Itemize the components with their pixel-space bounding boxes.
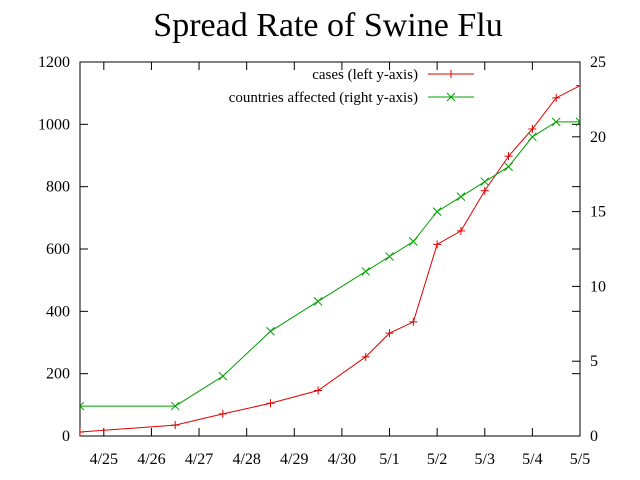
countries-point <box>456 192 466 201</box>
cases-point <box>528 125 537 134</box>
countries-point <box>432 207 442 216</box>
cases-point <box>576 81 580 90</box>
countries-point <box>361 267 371 276</box>
y-right-tick-label: 15 <box>590 204 606 221</box>
cases-point <box>385 329 394 338</box>
countries-point <box>80 401 85 411</box>
cases-point <box>218 409 227 418</box>
cases-point <box>314 386 323 395</box>
x-tick-label: 5/3 <box>475 451 495 468</box>
countries-point <box>480 177 490 187</box>
plot-frame <box>79 61 581 437</box>
axis-ticks: 0 200 400 600 800 1000 1200 0 5 10 15 20 25 4/25 4/26 4… <box>38 54 606 468</box>
x-tick-label: 4/25 <box>90 451 118 468</box>
countries-point <box>313 297 323 306</box>
series-countries-affected <box>80 117 608 411</box>
countries-point <box>408 237 418 246</box>
cases-point <box>266 399 275 408</box>
countries-point <box>266 326 275 336</box>
y-left-tick-label: 600 <box>46 241 70 258</box>
x-tick-label: 4/30 <box>328 451 356 468</box>
legend: cases (left y-axis) countries affected (r… <box>229 67 474 106</box>
countries-point <box>385 252 394 261</box>
series-layer <box>80 77 608 436</box>
cases-point <box>80 427 84 436</box>
cases-point <box>480 186 489 195</box>
countries-line <box>80 121 580 407</box>
cases-point <box>361 352 370 361</box>
legend-marker-cases <box>447 70 455 78</box>
countries-point <box>504 162 513 172</box>
y-left-tick-label: 1200 <box>38 54 70 71</box>
cases-point <box>504 152 513 161</box>
y-left-tick-label: 200 <box>46 366 70 383</box>
cases-line <box>80 85 580 433</box>
cases-point <box>600 77 608 85</box>
cases-point <box>171 421 180 430</box>
y-left-tick-label: 400 <box>46 303 70 320</box>
legend-marker-countries <box>446 92 456 102</box>
countries-point <box>170 401 180 411</box>
cases-point <box>552 93 561 102</box>
y-left-tick-label: 0 <box>62 428 70 445</box>
countries-point <box>600 118 608 126</box>
countries-point <box>218 371 228 381</box>
series-cases <box>80 77 608 436</box>
countries-point <box>575 117 580 127</box>
chart-title: Spread Rate of Swine Flu <box>153 7 502 44</box>
cases-point <box>456 226 465 235</box>
x-tick-label: 5/1 <box>379 451 399 468</box>
y-right-tick-label: 25 <box>590 54 606 71</box>
y-right-tick-label: 0 <box>590 428 598 445</box>
y-left-tick-label: 800 <box>46 179 70 196</box>
y-right-tick-label: 20 <box>590 129 606 146</box>
x-tick-label: 5/4 <box>522 451 542 468</box>
legend-label-countries: countries affected (right y-axis) <box>229 90 418 106</box>
x-tick-label: 5/5 <box>570 451 590 468</box>
x-tick-label: 4/26 <box>137 451 165 468</box>
y-right-tick-label: 10 <box>590 278 606 295</box>
legend-label-cases: cases (left y-axis) <box>312 67 418 83</box>
y-left-tick-label: 1000 <box>38 116 70 133</box>
x-tick-label: 4/28 <box>232 451 260 468</box>
y-right-tick-label: 5 <box>590 353 598 370</box>
cases-point <box>409 317 418 326</box>
countries-point <box>551 117 561 127</box>
x-tick-label: 4/27 <box>185 451 213 468</box>
x-tick-label: 4/29 <box>280 451 308 468</box>
countries-point <box>528 132 537 142</box>
cases-point <box>433 240 442 249</box>
x-tick-label: 5/2 <box>427 451 447 468</box>
